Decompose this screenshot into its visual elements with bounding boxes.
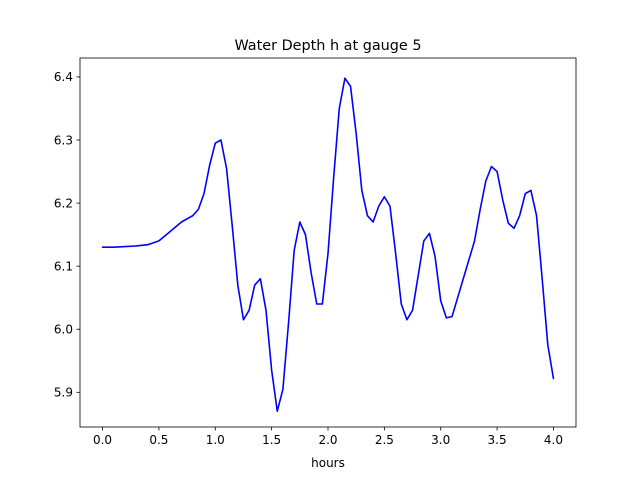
x-axis-title: hours <box>311 456 345 470</box>
x-tick-label: 1.0 <box>206 433 225 447</box>
plot-area <box>101 77 555 413</box>
x-tick-label: 3.5 <box>488 433 507 447</box>
y-tick-label: 6.2 <box>54 196 73 210</box>
x-tick-label: 2.0 <box>318 433 337 447</box>
y-tick-label: 6.0 <box>54 323 73 337</box>
x-tick-label: 1.5 <box>262 433 281 447</box>
axis-ticks: 0.0 0.5 1.0 1.5 2.0 2.5 3.0 3.5 4.0 5.9 6.0 6.1 6.2 6… <box>54 70 563 447</box>
chart-title: Water Depth h at gauge 5 <box>234 38 421 54</box>
x-tick-label: 0.5 <box>149 433 168 447</box>
x-tick-label: 3.0 <box>431 433 450 447</box>
x-tick-label: 0.0 <box>93 433 112 447</box>
plot-frame <box>79 57 577 428</box>
x-tick-label: 2.5 <box>375 433 394 447</box>
x-tick-label: 4.0 <box>544 433 563 447</box>
y-tick-label: 5.9 <box>54 386 73 400</box>
y-tick-label: 6.1 <box>54 259 73 273</box>
y-tick-label: 6.4 <box>54 70 73 84</box>
series-line-0 <box>101 77 555 413</box>
y-tick-label: 6.3 <box>54 133 73 147</box>
